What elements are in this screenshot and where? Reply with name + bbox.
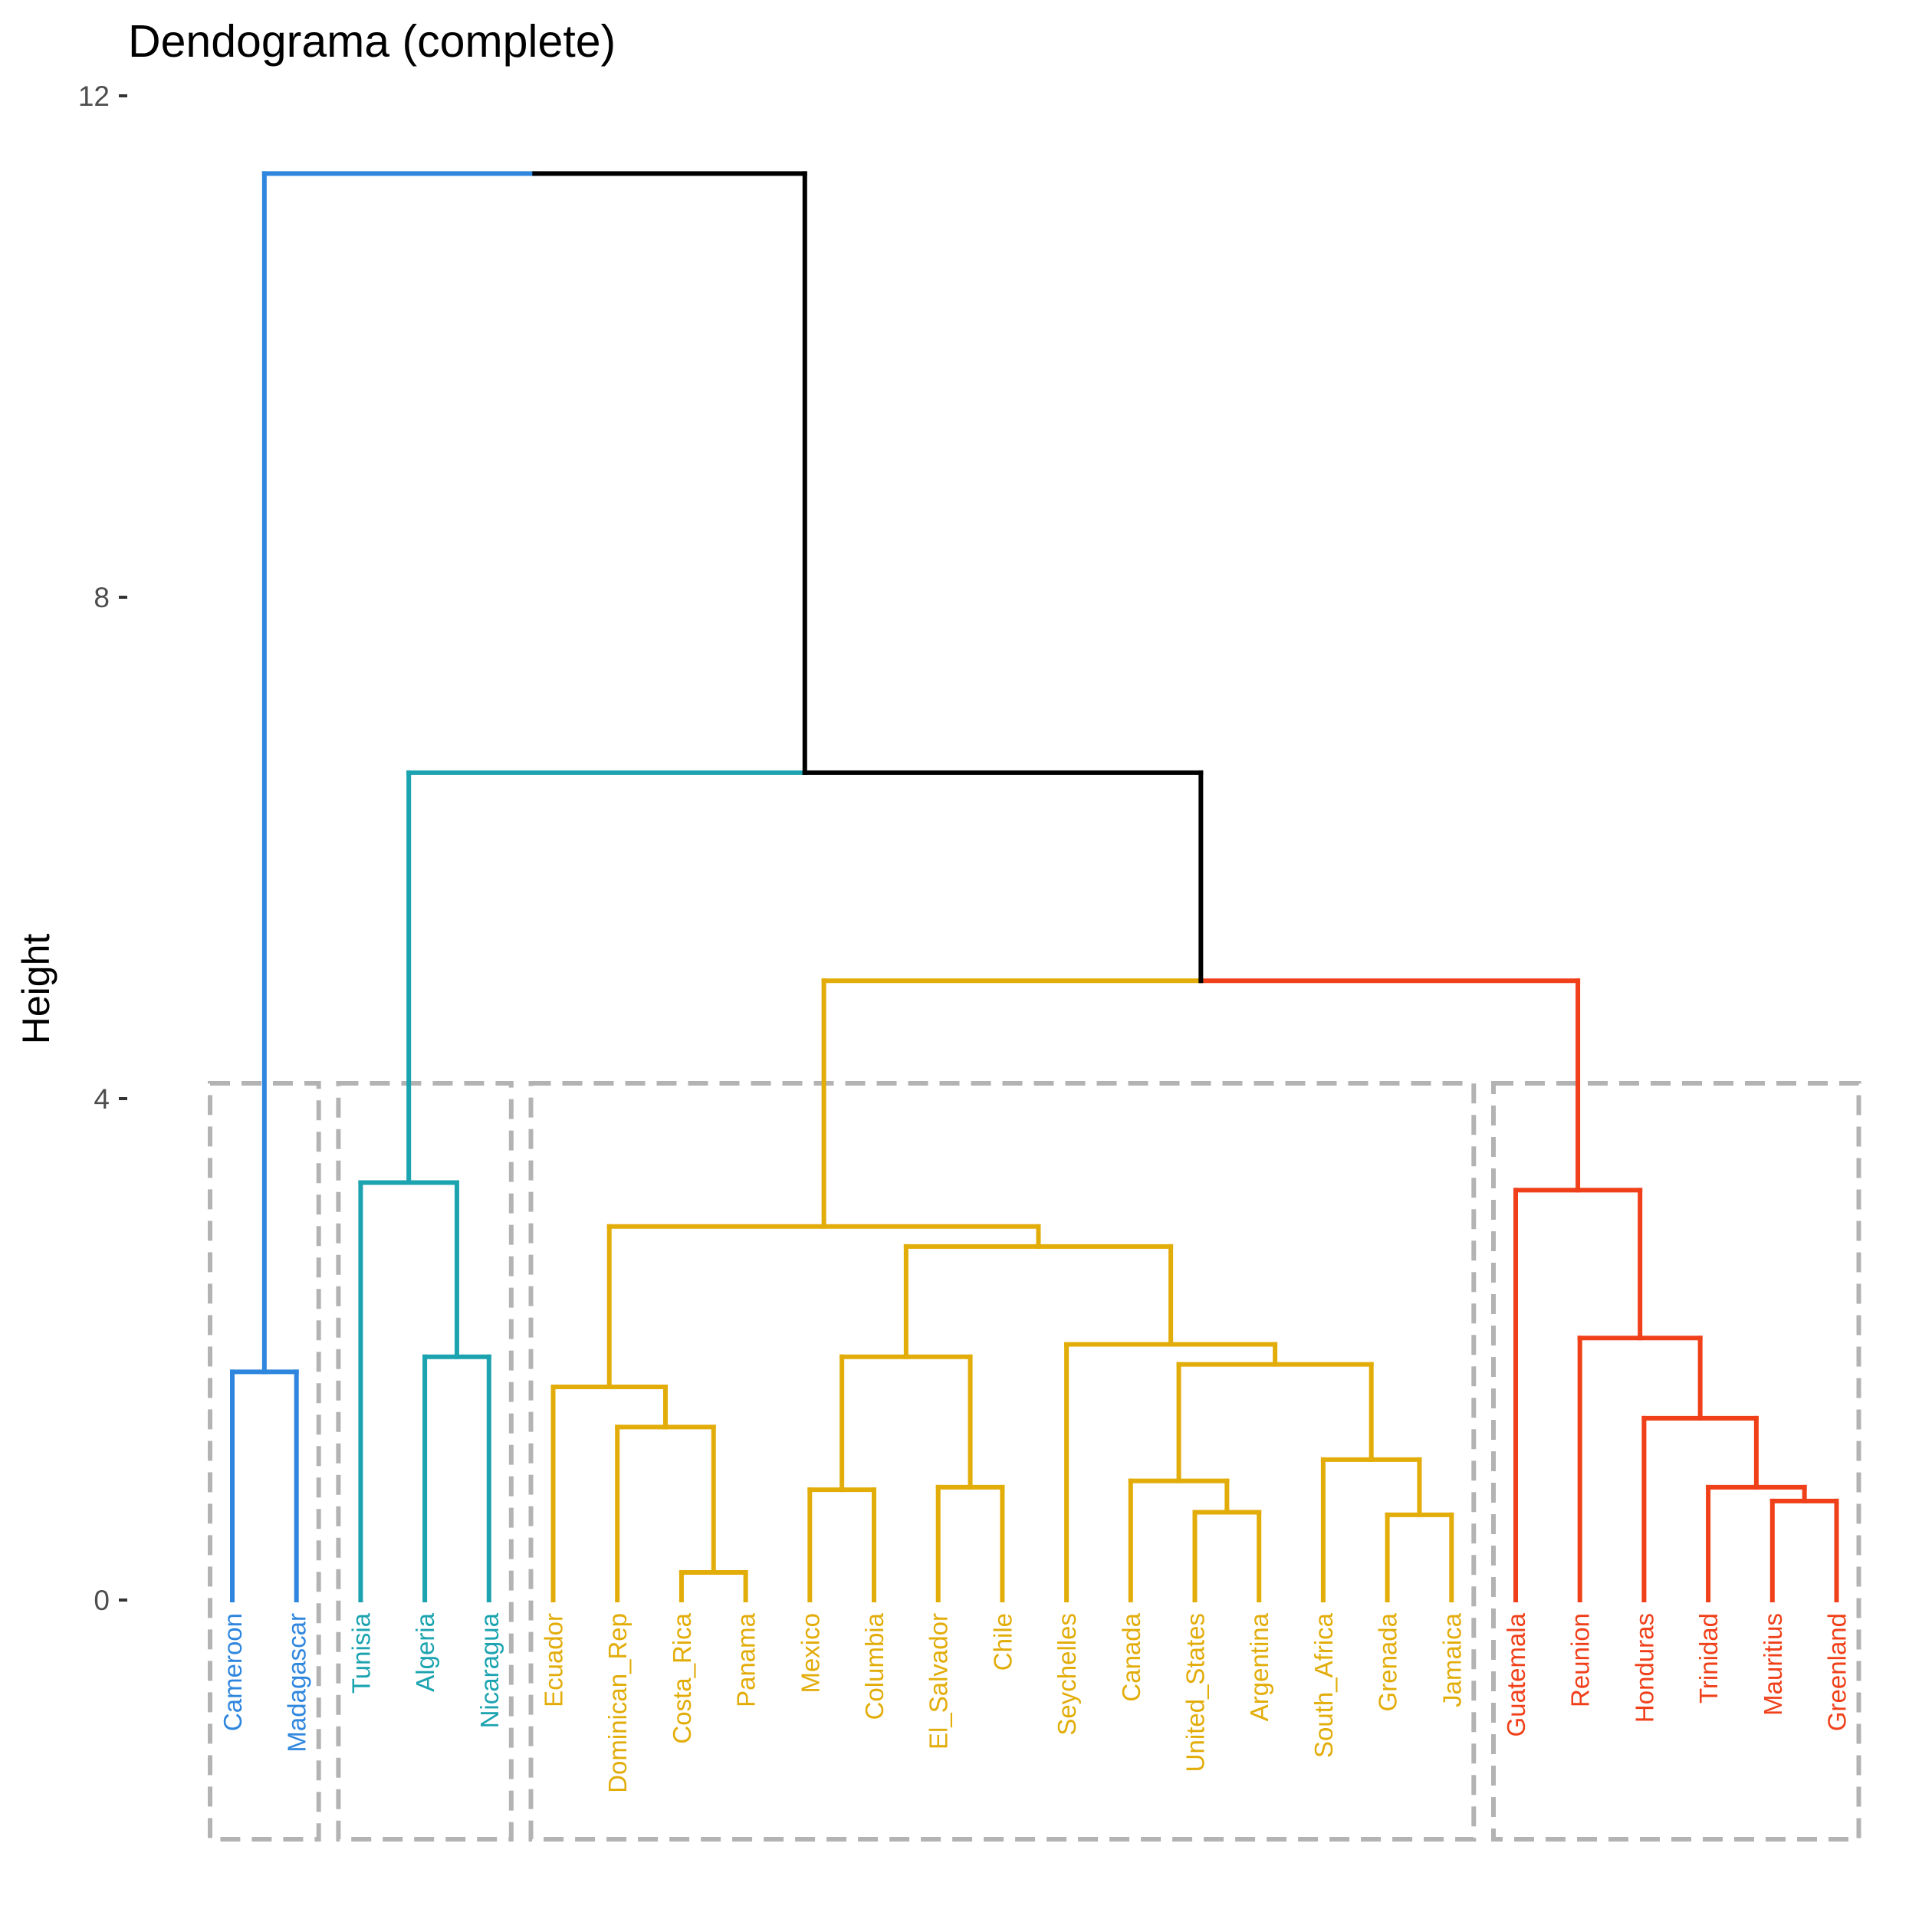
chart-title: Dendograma (complete)	[128, 16, 616, 67]
leaf-label-guatemala: Guatemala	[1502, 1612, 1530, 1737]
leaf-label-canada: Canada	[1117, 1612, 1145, 1701]
leaf-label-united-states: United_States	[1181, 1613, 1210, 1772]
leaf-label-south-africa: South_Africa	[1309, 1612, 1338, 1758]
leaf-label-argentina: Argentina	[1245, 1612, 1273, 1721]
leaf-label-tunisia: Tunisia	[347, 1612, 375, 1694]
leaf-label-mauritius: Mauritius	[1759, 1613, 1787, 1716]
leaf-label-honduras: Honduras	[1630, 1613, 1658, 1723]
leaf-label-ecuador: Ecuador	[540, 1613, 568, 1707]
leaf-label-reunion: Reunion	[1566, 1613, 1595, 1707]
leaf-label-columbia: Columbia	[860, 1612, 889, 1720]
leaf-label-greenland: Greenland	[1823, 1613, 1852, 1731]
leaf-label-cameroon: Cameroon	[219, 1613, 247, 1731]
leaf-label-nicaragua: Nicaragua	[475, 1612, 504, 1728]
cluster-box	[336, 1081, 514, 1842]
cluster-box	[208, 1081, 321, 1842]
y-tick-label: 8	[94, 582, 110, 613]
leaf-labels: Cameroon Madagascar Tunisia Algeria Nicaragu…	[219, 1612, 1852, 1792]
leaf-label-trinidad: Trinidad	[1694, 1613, 1723, 1704]
leaf-label-dominican-rep: Dominican_Rep	[603, 1613, 632, 1793]
leaf-label-panama: Panama	[732, 1612, 761, 1707]
leaf-label-costa-rica: Costa_Rica	[668, 1612, 696, 1743]
y-axis: 0 4 8 12	[78, 80, 127, 1616]
cluster-box	[528, 1081, 1477, 1842]
leaf-label-algeria: Algeria	[411, 1612, 439, 1691]
y-tick-label: 0	[94, 1585, 110, 1616]
cluster-box	[1491, 1081, 1861, 1842]
leaf-label-seychelles: Seychelles	[1053, 1613, 1081, 1736]
y-tick-label: 4	[94, 1083, 110, 1115]
cluster-boxes	[208, 1081, 1861, 1842]
leaf-label-el-salvador: El_Salvador	[925, 1613, 953, 1750]
leaf-label-jamaica: Jamaica	[1438, 1612, 1466, 1707]
y-axis-label: Height	[15, 934, 58, 1045]
leaf-label-grenada: Grenada	[1374, 1612, 1402, 1711]
leaf-label-mexico: Mexico	[796, 1613, 824, 1694]
leaf-label-madagascar: Madagascar	[283, 1613, 311, 1753]
y-tick-label: 12	[78, 80, 110, 112]
dendrogram-branches	[230, 171, 1839, 1602]
leaf-label-chile: Chile	[988, 1613, 1017, 1671]
